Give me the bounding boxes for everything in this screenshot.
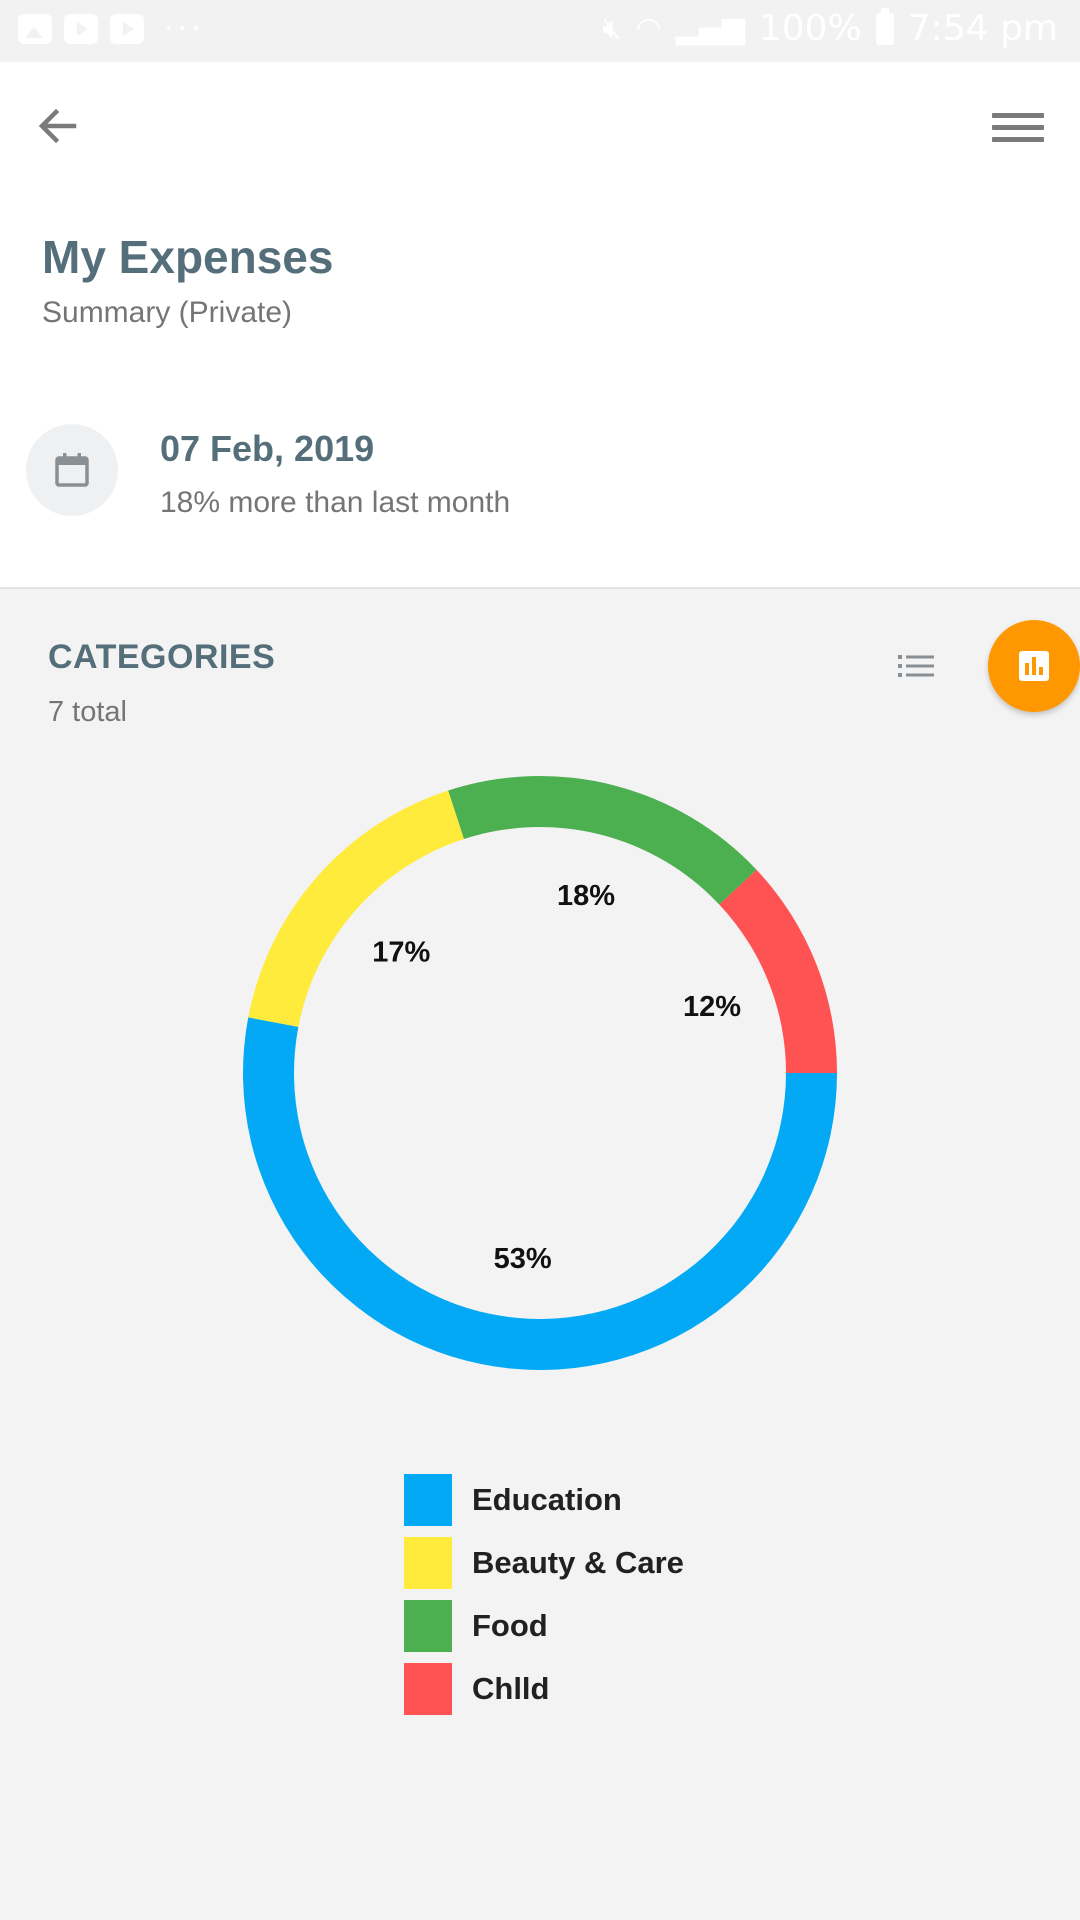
legend-item: Education <box>404 1474 684 1526</box>
legend-item: Beauty & Care <box>404 1537 684 1589</box>
chart-view-button[interactable] <box>988 620 1080 712</box>
legend-label: Food <box>472 1608 548 1643</box>
slice-percent-label: 18% <box>557 880 615 912</box>
date-picker-button[interactable] <box>26 424 118 516</box>
gallery-notification-icon <box>18 14 52 44</box>
legend-swatch <box>404 1537 452 1589</box>
slice-percent-label: 12% <box>683 991 741 1023</box>
hamburger-menu-icon <box>992 113 1044 118</box>
arrow-back-icon <box>38 108 77 144</box>
page-subtitle: Summary (Private) <box>42 296 293 329</box>
notification-icons: ··· <box>18 14 205 44</box>
clock: 7:54 pm <box>907 8 1058 49</box>
battery-icon <box>875 7 894 45</box>
list-icon <box>898 655 934 677</box>
legend-swatch <box>404 1663 452 1715</box>
donut-slice-beauty-care[interactable] <box>248 790 464 1027</box>
mute-icon: 🔇︎ <box>602 11 622 46</box>
legend-swatch <box>404 1600 452 1652</box>
bar-chart-icon <box>1019 651 1049 681</box>
slice-percent-label: 17% <box>372 937 430 969</box>
wifi-icon: ◠ <box>635 11 662 46</box>
legend-label: Chlld <box>472 1671 550 1706</box>
legend-item: Chlld <box>404 1663 684 1715</box>
donut-slice-food[interactable] <box>448 775 757 905</box>
menu-button[interactable] <box>992 106 1044 152</box>
list-view-button[interactable] <box>896 650 936 682</box>
legend-label: Education <box>472 1482 622 1517</box>
summary-header: My Expenses Summary (Private) 07 Feb, 20… <box>0 62 1080 589</box>
calendar-icon <box>55 453 89 487</box>
youtube-notification-icon <box>110 14 144 44</box>
system-status: 🔇︎ ◠ ▂▄▆ 100% 7:54 pm <box>602 7 1058 49</box>
signal-icon: ▂▄▆ <box>675 11 745 46</box>
status-bar: ··· 🔇︎ ◠ ▂▄▆ 100% 7:54 pm <box>0 0 1080 62</box>
selected-date: 07 Feb, 2019 <box>160 428 375 469</box>
more-notifications-icon: ··· <box>164 11 205 46</box>
section-title: CATEGORIES <box>48 638 276 676</box>
slice-percent-label: 53% <box>494 1243 552 1275</box>
donut-slice-education[interactable] <box>242 1017 837 1371</box>
month-comparison: 18% more than last month <box>160 486 511 519</box>
category-count: 7 total <box>48 696 127 728</box>
legend-item: Food <box>404 1600 684 1652</box>
legend-label: Beauty & Care <box>472 1545 684 1580</box>
back-button[interactable] <box>34 102 90 158</box>
donut-slice-chlld[interactable] <box>719 869 837 1073</box>
battery-percent: 100% <box>758 8 862 49</box>
youtube-notification-icon <box>64 14 98 44</box>
page-title: My Expenses <box>42 231 334 283</box>
chart-legend: Education Beauty & Care Food Chlld <box>404 1474 684 1726</box>
legend-swatch <box>404 1474 452 1526</box>
